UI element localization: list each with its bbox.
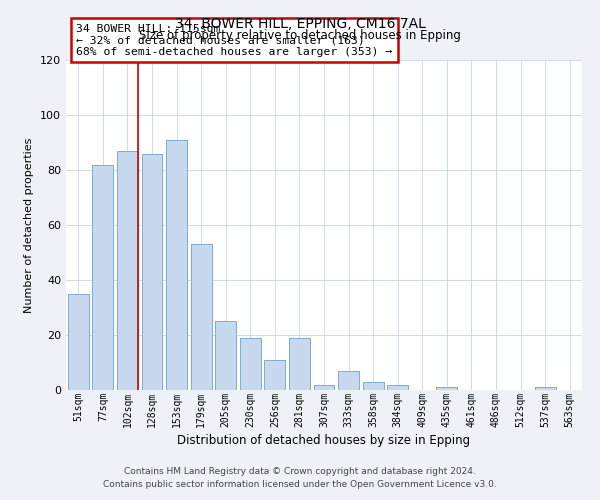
Bar [387,384,408,390]
Bar [166,140,187,390]
Bar [68,294,89,390]
X-axis label: Distribution of detached houses by size in Epping: Distribution of detached houses by size … [178,434,470,446]
Bar [314,384,334,390]
Bar [362,382,383,390]
Bar [265,360,286,390]
Text: 34 BOWER HILL: 115sqm
← 32% of detached houses are smaller (163)
68% of semi-det: 34 BOWER HILL: 115sqm ← 32% of detached … [76,24,392,56]
Bar [535,387,556,390]
Bar [240,338,261,390]
Bar [191,244,212,390]
Y-axis label: Number of detached properties: Number of detached properties [25,138,34,312]
Bar [92,164,113,390]
Text: Contains HM Land Registry data © Crown copyright and database right 2024.
Contai: Contains HM Land Registry data © Crown c… [103,468,497,489]
Text: Size of property relative to detached houses in Epping: Size of property relative to detached ho… [139,29,461,42]
Text: 34, BOWER HILL, EPPING, CM16 7AL: 34, BOWER HILL, EPPING, CM16 7AL [175,18,425,32]
Bar [117,151,138,390]
Bar [142,154,163,390]
Bar [436,387,457,390]
Bar [338,371,359,390]
Bar [289,338,310,390]
Bar [215,322,236,390]
